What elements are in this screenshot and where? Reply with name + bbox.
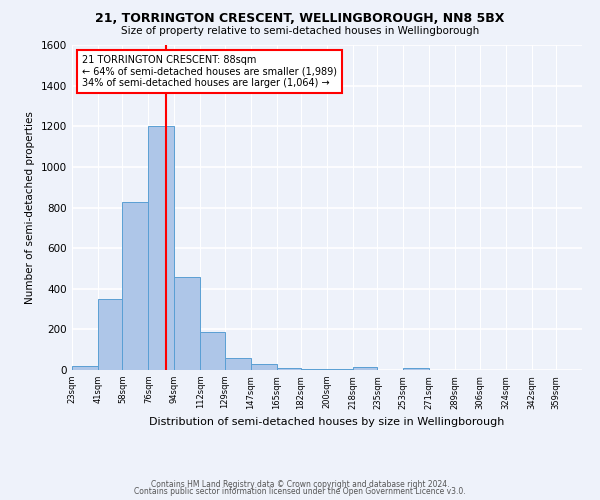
- X-axis label: Distribution of semi-detached houses by size in Wellingborough: Distribution of semi-detached houses by …: [149, 417, 505, 427]
- Bar: [225, 358, 251, 370]
- Bar: [251, 364, 277, 370]
- Text: Contains HM Land Registry data © Crown copyright and database right 2024.: Contains HM Land Registry data © Crown c…: [151, 480, 449, 489]
- Text: Size of property relative to semi-detached houses in Wellingborough: Size of property relative to semi-detach…: [121, 26, 479, 36]
- Text: 21, TORRINGTON CRESCENT, WELLINGBOROUGH, NN8 5BX: 21, TORRINGTON CRESCENT, WELLINGBOROUGH,…: [95, 12, 505, 26]
- Bar: [327, 369, 353, 370]
- Bar: [72, 366, 98, 370]
- Text: Contains public sector information licensed under the Open Government Licence v3: Contains public sector information licen…: [134, 487, 466, 496]
- Bar: [301, 369, 327, 370]
- Bar: [353, 367, 377, 370]
- Y-axis label: Number of semi-detached properties: Number of semi-detached properties: [25, 111, 35, 304]
- Bar: [403, 368, 429, 370]
- Bar: [277, 368, 301, 370]
- Text: 21 TORRINGTON CRESCENT: 88sqm
← 64% of semi-detached houses are smaller (1,989)
: 21 TORRINGTON CRESCENT: 88sqm ← 64% of s…: [82, 54, 337, 88]
- Bar: [174, 276, 200, 370]
- Bar: [98, 299, 122, 370]
- Bar: [148, 126, 174, 370]
- Bar: [200, 332, 225, 370]
- Bar: [122, 202, 148, 370]
